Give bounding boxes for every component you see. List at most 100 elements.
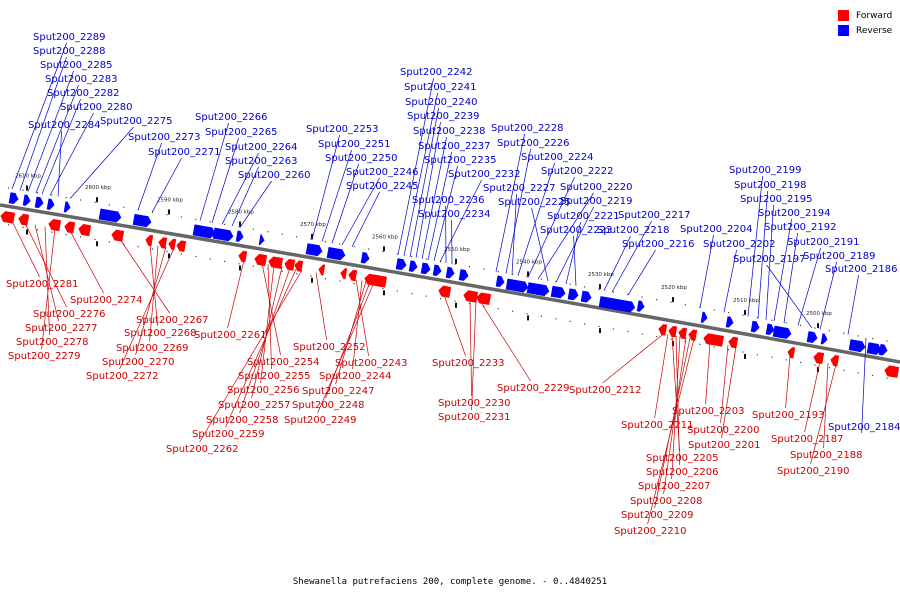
minor-tick [454, 300, 456, 302]
gene-label: Sput200_2232 [448, 169, 521, 180]
label-connector [675, 335, 680, 466]
forward-gene-arrow [238, 250, 248, 263]
reverse-gene-arrow [878, 343, 888, 356]
gene-label: Sput200_2266 [195, 112, 268, 123]
minor-tick [180, 216, 182, 218]
tick-label: 2560 kbp [372, 234, 398, 240]
forward-gene-arrow [703, 333, 725, 347]
minor-tick [94, 201, 96, 204]
tick-label: 2510 kbp [733, 298, 759, 304]
gene-label: Sput200_2280 [60, 102, 133, 113]
minor-tick [497, 271, 499, 273]
label-connector [227, 260, 245, 329]
gene-label: Sput200_2246 [346, 167, 419, 178]
gene-label: Sput200_2195 [740, 194, 813, 205]
minor-tick [108, 241, 110, 243]
gene-label: Sput200_2252 [293, 342, 366, 353]
reverse-gene-arrow [326, 247, 346, 261]
minor-tick [51, 194, 53, 196]
gene-label: Sput200_2268 [124, 328, 197, 339]
tick-mark [527, 315, 529, 321]
minor-tick [713, 309, 715, 311]
gene-label: Sput200_2226 [497, 138, 570, 149]
minor-tick [584, 286, 586, 288]
minor-tick [713, 346, 715, 348]
label-connector [517, 162, 555, 276]
label-connector [783, 232, 798, 324]
minor-tick [756, 317, 758, 319]
label-connector [24, 223, 67, 308]
gene-label: Sput200_2192 [764, 222, 837, 233]
minor-tick [411, 292, 413, 295]
label-connector [225, 268, 297, 428]
forward-gene-arrow [318, 264, 326, 276]
forward-gene-arrow [668, 325, 678, 338]
gene-label: Sput200_2190 [777, 466, 850, 477]
forward-gene-arrow [688, 329, 698, 341]
minor-tick [454, 263, 456, 265]
gene-label: Sput200_2277 [25, 323, 98, 334]
forward-gene-arrow [254, 253, 268, 267]
minor-tick [22, 226, 24, 228]
legend-label-forward: Forward [856, 10, 893, 21]
label-connector [479, 300, 531, 382]
minor-tick [152, 248, 154, 250]
label-connector [41, 98, 81, 195]
reverse-gene-arrow [258, 234, 265, 246]
tick-label: 2530 kbp [588, 272, 614, 278]
minor-tick [310, 275, 312, 277]
tick-mark [26, 185, 28, 191]
minor-tick [526, 276, 528, 278]
minor-tick [209, 221, 211, 223]
minor-tick [699, 343, 701, 345]
minor-tick [641, 333, 643, 335]
minor-tick [224, 260, 226, 262]
reverse-gene-arrow [458, 269, 469, 281]
label-connector [11, 42, 67, 190]
minor-tick [886, 377, 888, 379]
label-connector [720, 344, 729, 424]
minor-tick [224, 223, 226, 225]
reverse-gene-arrow [8, 192, 19, 205]
reverse-gene-arrow [98, 208, 122, 223]
tick-label: 2580 kbp [228, 209, 254, 215]
gene-label: Sput200_2233 [432, 358, 505, 369]
label-connector [847, 274, 859, 335]
reverse-gene-arrow [235, 230, 244, 242]
gene-label: Sput200_2276 [33, 309, 106, 320]
label-connector [44, 226, 50, 336]
gene-label: Sput200_2263 [225, 156, 298, 167]
forward-gene-arrow [48, 218, 62, 232]
gene-label: Sput200_2242 [400, 67, 473, 78]
minor-tick [368, 248, 370, 250]
gene-label: Sput200_2216 [622, 239, 695, 250]
reverse-gene-arrow [806, 331, 818, 343]
minor-tick [483, 305, 485, 307]
label-connector [69, 230, 104, 294]
minor-tick [857, 372, 859, 374]
minor-tick [180, 253, 182, 255]
forward-gene-arrow [438, 285, 452, 298]
tick-mark [744, 353, 746, 359]
label-connector [723, 249, 737, 313]
forward-gene-arrow [884, 365, 900, 378]
gene-label: Sput200_2199 [729, 165, 802, 176]
label-connector [351, 191, 380, 247]
tick-label: 2600 kbp [85, 185, 111, 191]
gene-label: Sput200_2256 [227, 385, 300, 396]
label-connector [239, 267, 291, 414]
label-connector [317, 282, 375, 414]
gene-label: Sput200_2207 [638, 481, 711, 492]
minor-tick [756, 354, 758, 356]
label-connector [603, 235, 631, 291]
minor-tick [742, 314, 744, 316]
gene-label: Sput200_2225 [498, 197, 571, 208]
minor-tick [382, 250, 384, 253]
gene-label: Sput200_2208 [630, 496, 703, 507]
gene-label: Sput200_2273 [128, 132, 201, 143]
reverse-gene-arrow [848, 339, 866, 353]
tick-mark [383, 290, 385, 296]
minor-tick [425, 295, 427, 297]
label-connector [721, 346, 737, 439]
forward-gene-arrow [284, 258, 296, 271]
